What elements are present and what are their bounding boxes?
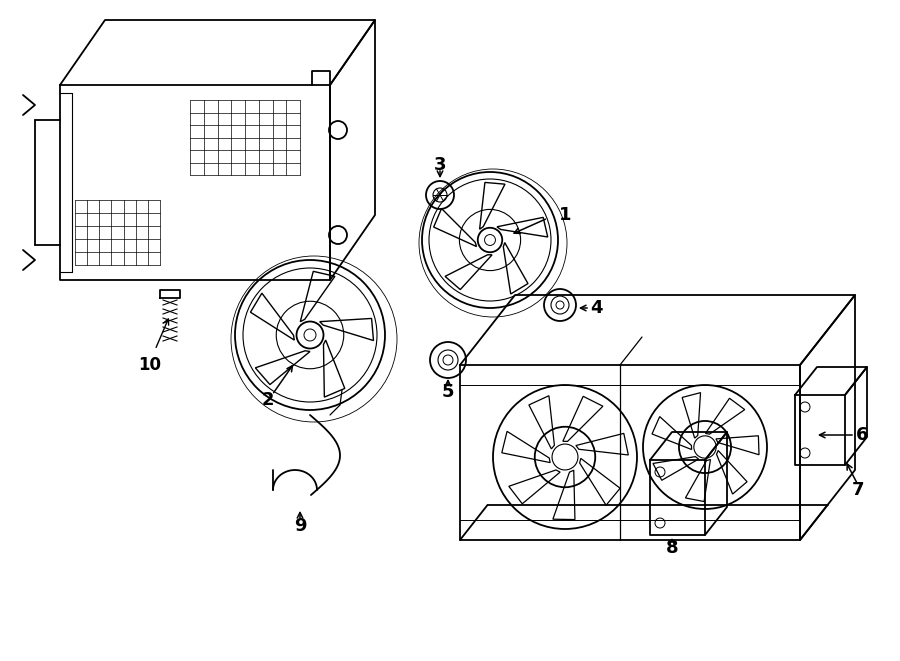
Text: 5: 5 <box>442 383 454 401</box>
Text: 1: 1 <box>559 206 572 224</box>
Text: 9: 9 <box>293 517 306 535</box>
Text: 7: 7 <box>851 481 864 499</box>
Text: 2: 2 <box>262 391 274 409</box>
Text: 3: 3 <box>434 156 446 174</box>
Text: 4: 4 <box>590 299 602 317</box>
Text: 6: 6 <box>856 426 868 444</box>
Text: 10: 10 <box>139 356 161 374</box>
Text: 8: 8 <box>666 539 679 557</box>
